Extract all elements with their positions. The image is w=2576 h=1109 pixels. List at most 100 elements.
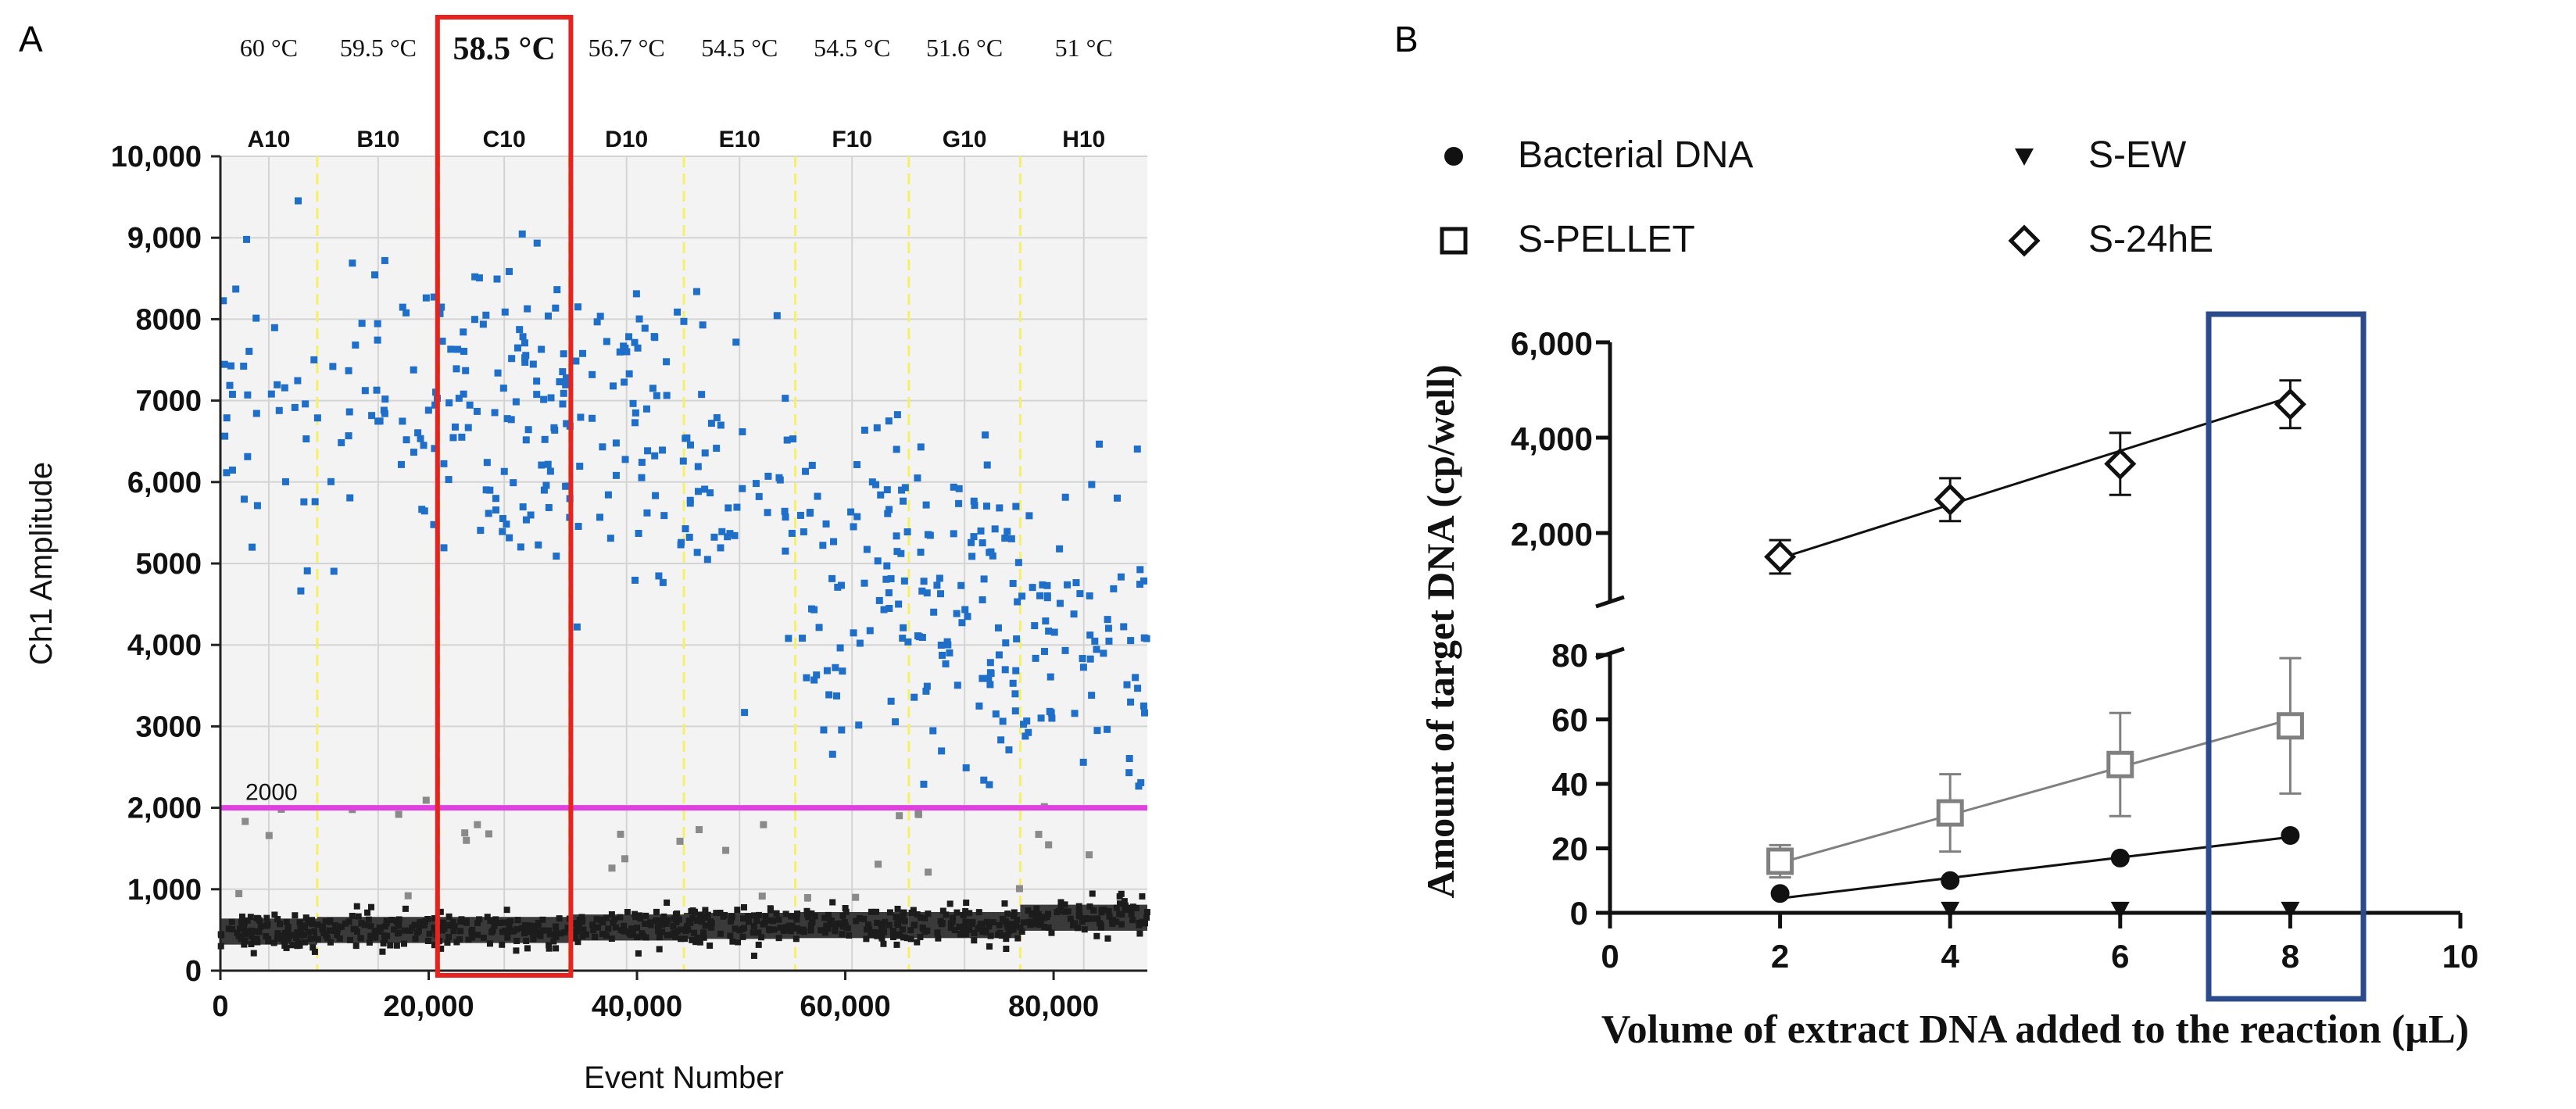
negative-droplet [528, 922, 535, 929]
positive-droplet [635, 529, 642, 537]
positive-droplet [1021, 732, 1029, 740]
positive-droplet [899, 635, 907, 642]
negative-droplet [575, 921, 582, 927]
negative-droplet [762, 913, 769, 920]
positive-droplet [943, 638, 951, 646]
negative-droplet [296, 942, 303, 949]
negative-droplet [474, 920, 481, 927]
positive-droplet [986, 659, 994, 667]
negative-droplet [612, 924, 619, 931]
negative-droplet [713, 910, 720, 917]
positive-droplet [641, 324, 649, 332]
negative-droplet [863, 935, 870, 943]
negative-droplet [605, 925, 612, 932]
negative-droplet [424, 937, 431, 944]
positive-droplet [922, 501, 930, 509]
positive-droplet [493, 275, 501, 283]
negative-droplet [253, 935, 260, 943]
negative-droplet [256, 928, 263, 935]
positive-droplet [752, 480, 760, 488]
negative-droplet [307, 935, 314, 943]
positive-droplet [877, 491, 885, 499]
positive-droplet [374, 336, 381, 344]
negative-droplet [678, 935, 685, 943]
negative-droplet [453, 939, 460, 946]
negative-droplet-band [217, 796, 1150, 959]
negative-droplet [685, 917, 692, 924]
negative-droplet [843, 908, 850, 915]
positive-droplet [683, 434, 691, 442]
positive-droplet [453, 365, 460, 373]
positive-droplet [985, 674, 993, 682]
positive-droplet [507, 416, 515, 424]
positive-droplet [589, 370, 596, 378]
well-name-labels: A10 B10 C10 D10 E10 F10 G10 H10 [247, 127, 1105, 152]
negative-droplet [253, 914, 260, 921]
well-temperature-G10: 51.6 °C [926, 34, 1003, 62]
positive-droplet [612, 471, 620, 479]
negative-droplet [353, 903, 360, 910]
negative-droplet [739, 933, 746, 940]
positive-droplet [562, 374, 570, 381]
positive-droplet [518, 230, 526, 238]
negative-droplet [634, 925, 641, 932]
rain-droplet [875, 860, 882, 868]
positive-droplet [776, 476, 784, 484]
positive-droplet [659, 446, 667, 454]
negative-droplet [659, 928, 666, 935]
negative-droplet [274, 935, 281, 943]
negative-droplet [1043, 914, 1050, 921]
positive-droplet [678, 538, 685, 546]
positive-droplet [897, 549, 905, 557]
negative-droplet [1129, 917, 1136, 924]
positive-droplet [1025, 512, 1033, 520]
negative-droplet [769, 918, 776, 925]
positive-droplet [226, 381, 234, 389]
positive-droplet [692, 288, 700, 295]
y-tick-labels: 2,000 4,000 6,000 0 20 40 60 80 [1511, 325, 1593, 932]
negative-droplet [899, 926, 906, 933]
negative-droplet [998, 932, 1005, 939]
negative-droplet [263, 914, 270, 921]
positive-droplet [1136, 566, 1144, 574]
positive-droplet [955, 485, 963, 492]
positive-droplet [710, 533, 718, 541]
negative-droplet [487, 918, 494, 925]
positive-droplet [807, 509, 814, 517]
negative-droplet [1011, 909, 1018, 916]
negative-droplet [874, 919, 881, 926]
negative-droplet [294, 929, 301, 936]
rain-droplet [722, 846, 730, 854]
rain-droplet [395, 810, 402, 818]
negative-droplet [903, 935, 911, 942]
negative-droplet [728, 913, 735, 920]
positive-droplet [936, 574, 943, 582]
positive-droplet [1096, 440, 1104, 448]
positive-droplet [803, 674, 810, 681]
negative-droplet [1090, 907, 1097, 914]
positive-droplet [482, 486, 490, 494]
negative-droplet [302, 914, 309, 921]
positive-droplet [962, 764, 970, 771]
negative-droplet [745, 913, 752, 920]
data-point [1936, 799, 1964, 827]
positive-droplet [623, 348, 631, 356]
data-point [2281, 901, 2300, 919]
negative-droplet [700, 913, 707, 920]
well-name-F10: F10 [832, 127, 872, 152]
negative-droplet [962, 918, 969, 925]
positive-droplet [345, 432, 352, 440]
positive-droplet [1070, 610, 1078, 618]
negative-droplet [755, 911, 762, 918]
negative-droplet [364, 909, 371, 916]
positive-droplet [1012, 503, 1020, 510]
negative-droplet [564, 925, 571, 932]
negative-droplet [468, 928, 475, 935]
negative-droplet [671, 915, 678, 922]
positive-droplet [1012, 667, 1020, 674]
positive-droplet [789, 435, 797, 443]
positive-droplet [970, 497, 978, 505]
positive-droplet [517, 543, 524, 551]
positive-droplet [436, 309, 444, 317]
